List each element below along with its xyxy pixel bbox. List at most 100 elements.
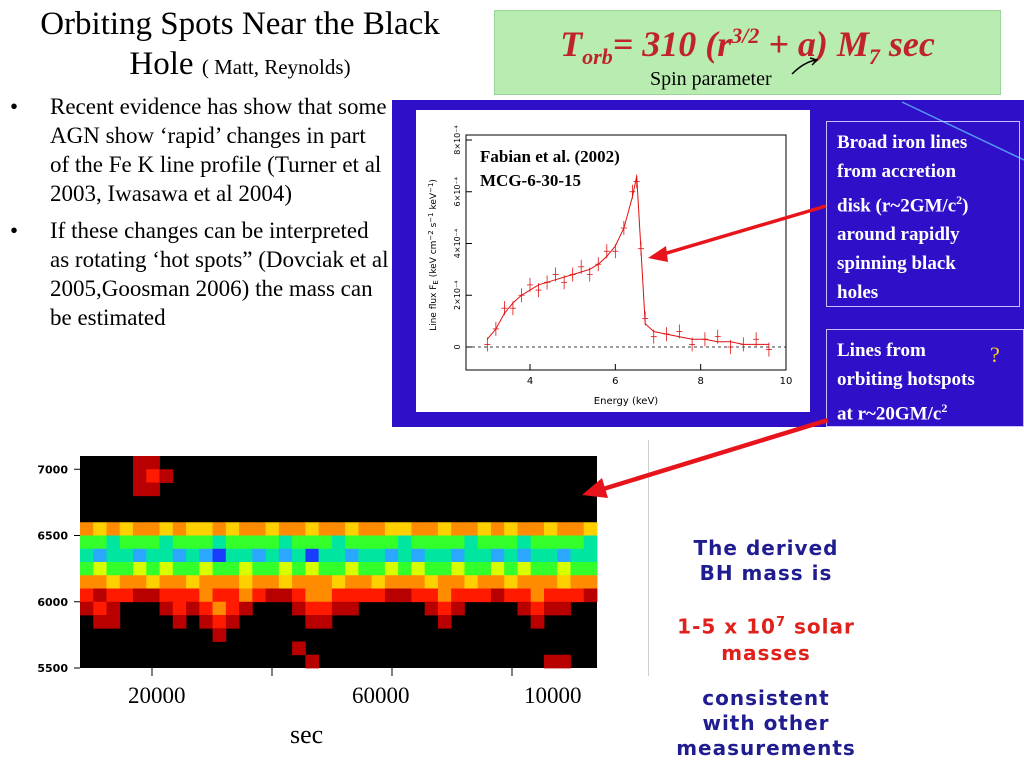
heatmap-cell: [490, 562, 505, 576]
heatmap-cell: [517, 601, 532, 616]
heatmap-cell: [212, 575, 227, 589]
heatmap-cell: [318, 548, 333, 563]
ylabel-h: ): [429, 179, 439, 183]
y-tick-label: 6×10⁻⁴: [453, 177, 462, 206]
x-ticks: 4 6 8 10: [527, 364, 792, 387]
heatmap-cell: [305, 535, 320, 550]
spectrum-xlabel: Energy (keV): [594, 396, 659, 407]
heatmap-cell: [80, 601, 94, 616]
heatmap-cell: [424, 601, 439, 616]
bullet-item: • Recent evidence has show that some AGN …: [0, 92, 390, 208]
heatmap-cell: [424, 535, 439, 550]
heatmap-cell: [292, 548, 306, 563]
heatmap-cell: [398, 588, 412, 603]
heatmap-cell: [93, 548, 107, 563]
heatmap-cell: [146, 562, 160, 576]
heatmap-cell: [517, 588, 532, 603]
heatmap-cell: [517, 535, 532, 550]
heatmap-cell: [490, 588, 505, 603]
heatmap-xtick-label: 60000: [352, 683, 410, 708]
heatmap-cell: [331, 588, 346, 603]
heatmap-cell: [225, 601, 240, 616]
heatmap-cell: [93, 522, 107, 536]
heatmap-cell: [212, 615, 227, 629]
heatmap-cell: [186, 535, 200, 550]
heatmap-cell: [411, 575, 426, 589]
bullet-text: If these changes can be interpreted as r…: [50, 218, 389, 330]
heatmap-cell: [80, 575, 94, 589]
heatmap-cell: [119, 548, 134, 563]
mass-l3a: 1-5 x 10: [677, 614, 776, 639]
heatmap-cell: [199, 588, 213, 603]
heatmap-cell: [451, 575, 465, 589]
heatmap-cell: [411, 562, 426, 576]
heatmap-cell: [292, 535, 306, 550]
heatmap-cell: [106, 535, 121, 550]
heatmap-cell: [358, 548, 373, 563]
heatmap-cell: [437, 522, 452, 536]
heatmap-cell: [504, 588, 518, 603]
ylabel-f: keV: [429, 192, 439, 212]
orbital-period-formula: Torb= 310 (r3/2 + a) M7 sec: [495, 23, 1000, 70]
heatmap-cell: [345, 601, 359, 616]
heatmap-cell: [133, 588, 147, 603]
heatmap-cell: [530, 522, 545, 536]
heatmap-cell: [225, 575, 240, 589]
y-tick-label: 2×10⁻⁴: [453, 281, 462, 310]
heatmap-cell: [225, 548, 240, 563]
heatmap-cell: [252, 535, 266, 550]
formula-sub: orb: [582, 44, 613, 70]
heatmap-cell: [292, 575, 306, 589]
heatmap-cell: [358, 522, 373, 536]
heatmap-cell: [543, 575, 558, 589]
bullet-item: • If these changes can be interpreted as …: [0, 216, 390, 332]
heatmap-cell: [437, 548, 452, 563]
heatmap-cell: [530, 535, 545, 550]
heatmap-cell: [424, 588, 439, 603]
title-text: Orbiting Spots Near the Black Hole: [40, 6, 440, 82]
heatmap-cell: [398, 548, 412, 563]
heatmap-cell: [437, 615, 452, 629]
spectrum-svg: 4 6 8 10 0 2×10⁻⁴ 4×10⁻⁴ 6×10⁻⁴ 8×10⁻⁴ Energy (…: [427, 125, 792, 407]
heatmap-cell: [583, 588, 598, 603]
heatmap-cell: [133, 522, 147, 536]
heatmap-xunit: sec: [290, 720, 324, 749]
heatmap-cell: [464, 522, 479, 536]
heatmap-cell: [212, 535, 227, 550]
heatmap-cell: [80, 562, 94, 576]
heatmap-cell: [119, 522, 134, 536]
heatmap-cell: [199, 522, 213, 536]
heatmap-x-ticks: [151, 668, 513, 676]
heatmap-cell: [477, 522, 492, 536]
heatmap-cell: [543, 535, 558, 550]
heatmap-cell: [133, 548, 147, 563]
heatmap-cell: [371, 522, 386, 536]
heatmap-cell: [398, 562, 412, 576]
heatmap-cell: [278, 522, 293, 536]
heatmap-cell: [146, 575, 160, 589]
heatmap-cell: [146, 456, 160, 470]
mass-l3sup: 7: [775, 615, 786, 630]
heatmap-cell: [464, 548, 479, 563]
heatmap-cell: [80, 548, 94, 563]
heatmap-cell: [172, 575, 187, 589]
heatmap-cell: [106, 562, 121, 576]
info2-line: Lines from: [837, 340, 926, 361]
ylabel-d: s: [429, 222, 439, 230]
heatmap-cell: [212, 588, 227, 603]
heatmap-cell: [384, 548, 399, 563]
heatmap-cell: [93, 615, 107, 629]
heatmap-cell: [477, 535, 492, 550]
heatmap-cell: [530, 548, 545, 563]
heatmap-cell: [172, 615, 187, 629]
heatmap-cell: [570, 588, 585, 603]
x-tick-label: 4: [527, 376, 533, 387]
formula-t: T: [560, 24, 583, 64]
heatmap-cell: [239, 548, 253, 563]
info1-line: spinning black: [837, 253, 956, 275]
heatmap-cell: [384, 562, 399, 576]
divider: [648, 440, 649, 676]
heatmap-cell: [543, 562, 558, 576]
heatmap-cell: [278, 562, 293, 576]
hotspot-heatmap: 7000 6500 6000 5500: [37, 456, 598, 676]
